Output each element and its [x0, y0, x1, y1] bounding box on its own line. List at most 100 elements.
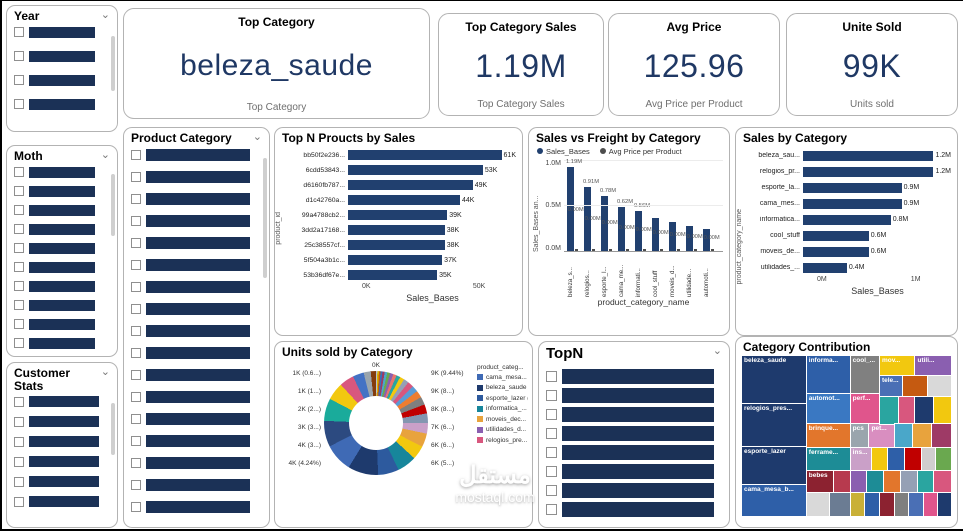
treemap-cell-small[interactable]: [933, 469, 952, 495]
treemap-cell[interactable]: pcs: [849, 423, 871, 450]
product_category-option[interactable]: [131, 390, 262, 403]
bar[interactable]: [348, 240, 445, 251]
treemap-cell[interactable]: automot...: [805, 392, 852, 426]
checkbox-icon[interactable]: [131, 435, 141, 446]
bar[interactable]: [803, 214, 891, 225]
avg-price-bar[interactable]: [592, 248, 595, 251]
checkbox-icon[interactable]: [131, 501, 141, 512]
product_category-option[interactable]: [131, 214, 262, 227]
bar[interactable]: [348, 180, 473, 191]
treemap-cell[interactable]: pet...: [868, 423, 896, 450]
product_category-option[interactable]: [131, 434, 262, 447]
treemap-cell[interactable]: beleza_saude: [741, 354, 808, 405]
treemap-cell-small[interactable]: [849, 469, 869, 495]
treemap-cell-small[interactable]: [897, 396, 917, 426]
checkbox-icon[interactable]: [14, 243, 24, 254]
product_category-option[interactable]: [131, 478, 262, 491]
checkbox-icon[interactable]: [546, 389, 557, 401]
product_category-option[interactable]: [131, 456, 262, 469]
product_category-option[interactable]: [131, 368, 262, 381]
checkbox-icon[interactable]: [14, 205, 24, 216]
treemap-cell[interactable]: ins...: [849, 447, 873, 472]
treemap-cell[interactable]: cool_...: [849, 354, 881, 395]
treemap-cell-small[interactable]: [878, 396, 900, 426]
treemap-cell-small[interactable]: [883, 469, 902, 495]
year-option[interactable]: [14, 98, 110, 110]
avg-price-bar[interactable]: [575, 248, 578, 251]
topn-option[interactable]: [546, 482, 722, 498]
checkbox-icon[interactable]: [14, 496, 24, 507]
month-option[interactable]: [14, 185, 110, 197]
treemap-cell-small[interactable]: [893, 492, 911, 517]
bar[interactable]: [348, 255, 443, 266]
checkbox-icon[interactable]: [14, 416, 24, 427]
scrollbar-thumb[interactable]: [111, 403, 115, 455]
checkbox-icon[interactable]: [14, 476, 24, 487]
topn-option[interactable]: [546, 444, 722, 460]
product_category-option[interactable]: [131, 346, 262, 359]
legend-item[interactable]: relogios_pre...: [477, 437, 528, 444]
year-option[interactable]: [14, 74, 110, 86]
scrollbar-thumb[interactable]: [111, 174, 115, 236]
customer_stats-option[interactable]: [14, 496, 110, 508]
topn-option[interactable]: [546, 501, 722, 517]
treemap-cell-small[interactable]: [931, 423, 952, 450]
topn-option[interactable]: [546, 406, 722, 422]
topn-option[interactable]: [546, 463, 722, 479]
treemap-cell[interactable]: informa...: [805, 354, 852, 395]
year-option[interactable]: [14, 50, 110, 62]
checkbox-icon[interactable]: [546, 484, 557, 496]
treemap-cell[interactable]: bebes: [805, 469, 835, 495]
bar[interactable]: [803, 150, 934, 161]
checkbox-icon[interactable]: [14, 338, 24, 349]
checkbox-icon[interactable]: [14, 281, 24, 292]
product_category-option[interactable]: [131, 148, 262, 161]
sales-bar[interactable]: [601, 195, 608, 251]
checkbox-icon[interactable]: [131, 413, 141, 424]
treemap-cell-small[interactable]: [864, 492, 881, 517]
scrollbar-thumb[interactable]: [263, 158, 267, 278]
bar[interactable]: [348, 225, 445, 236]
topn-option[interactable]: [546, 425, 722, 441]
product_category-option[interactable]: [131, 500, 262, 513]
bar[interactable]: [803, 182, 902, 193]
checkbox-icon[interactable]: [14, 224, 24, 235]
treemap-cell[interactable]: cama_mesa_b...: [741, 484, 808, 517]
legend-item[interactable]: informatica_...: [477, 405, 528, 412]
checkbox-icon[interactable]: [14, 396, 24, 407]
product_category-option[interactable]: [131, 302, 262, 315]
checkbox-icon[interactable]: [546, 465, 557, 477]
customer_stats-option[interactable]: [14, 476, 110, 488]
treemap-cell-small[interactable]: [878, 492, 896, 517]
month-option[interactable]: [14, 318, 110, 330]
legend-item[interactable]: beleza_saude: [477, 384, 528, 391]
avg-price-bar[interactable]: [660, 248, 663, 251]
month-option[interactable]: [14, 242, 110, 254]
treemap-cell[interactable]: mov...: [878, 354, 917, 378]
bar[interactable]: [348, 195, 460, 206]
bar[interactable]: [348, 210, 448, 221]
treemap-cell-small[interactable]: [805, 492, 831, 517]
treemap-cell-small[interactable]: [849, 492, 867, 517]
chevron-down-icon[interactable]: ⌄: [100, 149, 110, 161]
checkbox-icon[interactable]: [131, 347, 141, 358]
month-option[interactable]: [14, 337, 110, 349]
checkbox-icon[interactable]: [131, 237, 141, 248]
treemap-cell-small[interactable]: [904, 447, 923, 472]
checkbox-icon[interactable]: [131, 457, 141, 468]
checkbox-icon[interactable]: [546, 503, 557, 515]
sales-bar[interactable]: [635, 210, 642, 251]
sales-bar[interactable]: [567, 166, 574, 251]
sales-bar[interactable]: [618, 206, 625, 251]
customer_stats-option[interactable]: [14, 416, 110, 428]
checkbox-icon[interactable]: [131, 281, 141, 292]
product_category-option[interactable]: [131, 170, 262, 183]
month-option[interactable]: [14, 223, 110, 235]
sales-bar[interactable]: [652, 217, 659, 251]
treemap-cell[interactable]: brinque...: [805, 423, 852, 450]
month-option[interactable]: [14, 280, 110, 292]
treemap-cell-small[interactable]: [916, 469, 936, 495]
treemap-cell[interactable]: relogios_pres...: [741, 402, 808, 448]
sales-bar[interactable]: [703, 228, 710, 251]
product_category-option[interactable]: [131, 324, 262, 337]
